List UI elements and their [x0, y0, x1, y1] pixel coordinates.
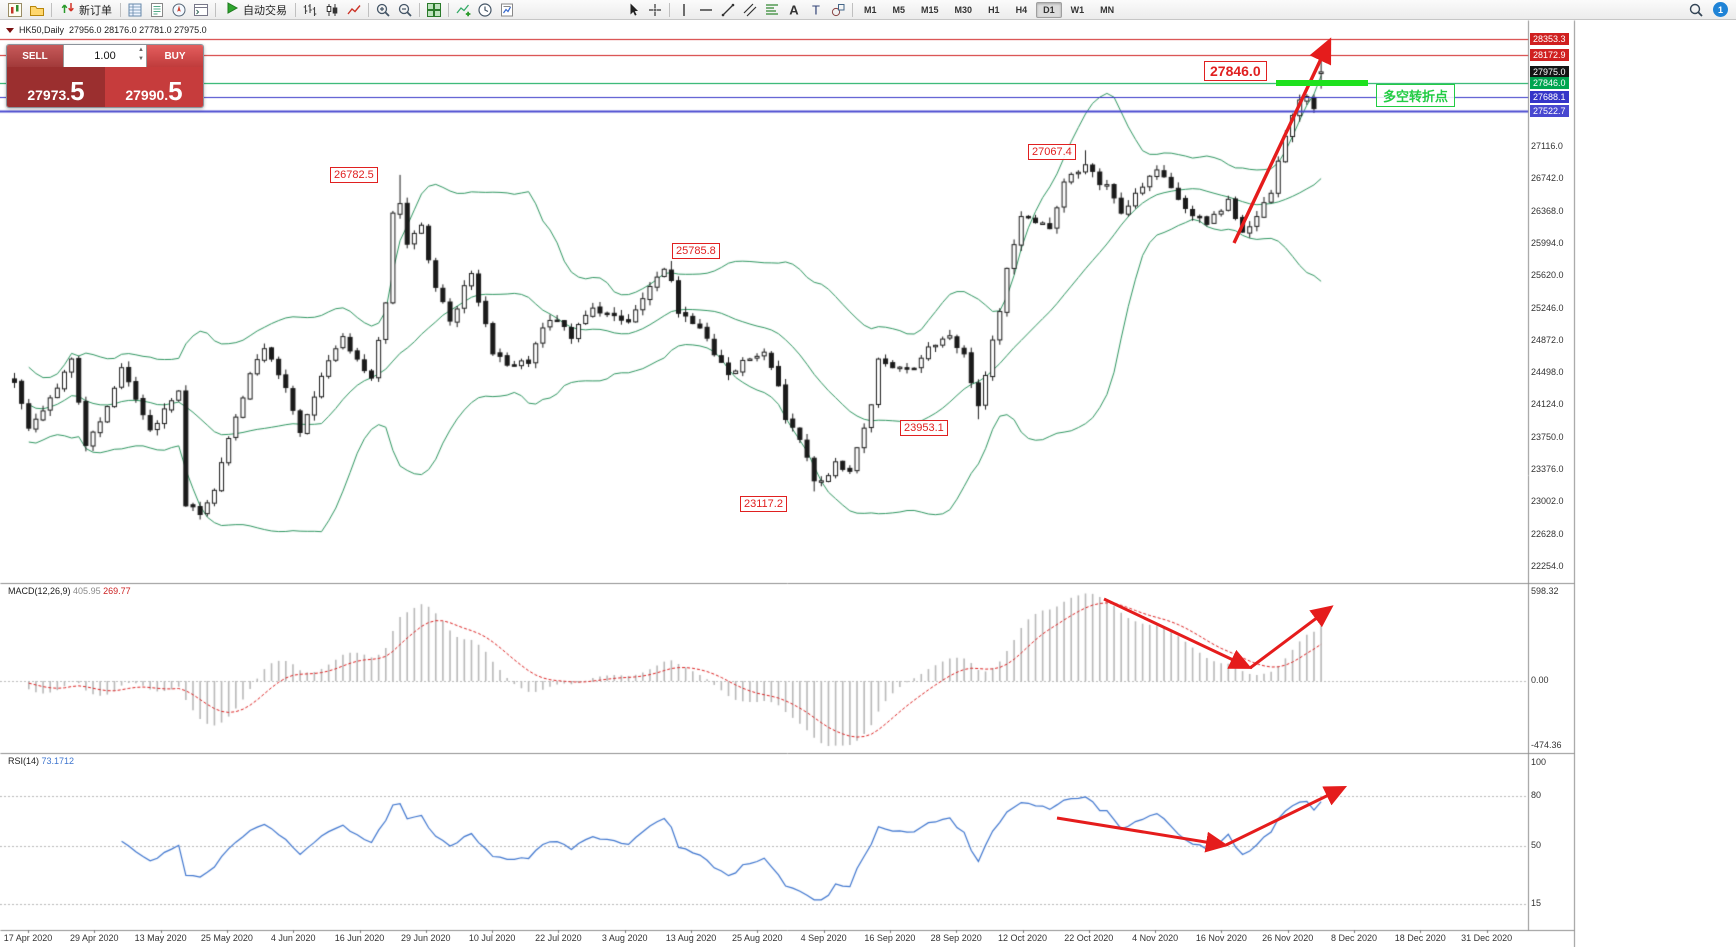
new-chart-icon[interactable]	[4, 1, 26, 19]
market-watch-icon[interactable]	[124, 1, 146, 19]
toolbar-separator	[295, 2, 296, 17]
chart-symbol-period: HK50,Daily	[19, 25, 65, 35]
notifications-badge[interactable]: 1	[1713, 2, 1728, 17]
label-icon[interactable]: T	[805, 1, 827, 19]
navigator-icon[interactable]	[168, 1, 190, 19]
macd-main-value: 405.95	[73, 586, 101, 596]
buy-price[interactable]: 27990. 5	[105, 67, 203, 107]
volume-spinner[interactable]: ▲ ▼	[138, 46, 144, 64]
toolbar-separator	[419, 2, 420, 17]
autotrading-button-label: 自动交易	[243, 4, 287, 17]
buy-price-big-digit: 5	[168, 76, 183, 106]
main-toolbar: 新订单 自动交易 A T M1 M5 M15 M30 H1 H4 D1 W1 MN 1	[0, 0, 1736, 20]
buy-button[interactable]: BUY	[147, 45, 203, 67]
bar-chart-icon[interactable]	[299, 1, 321, 19]
new-order-button[interactable]: 新订单	[55, 1, 117, 19]
sell-price[interactable]: 27973. 5	[7, 67, 105, 107]
timeframe-button-M30[interactable]: M30	[954, 4, 973, 15]
toolbar-separator	[448, 2, 449, 17]
toolbar-right-group: 1	[1685, 1, 1736, 19]
profiles-icon[interactable]	[26, 1, 48, 19]
buy-price-main: 27990.	[125, 87, 169, 103]
autotrading-button[interactable]: 自动交易	[219, 1, 292, 19]
data-window-icon[interactable]	[146, 1, 168, 19]
rsi-value: 73.1712	[41, 756, 75, 766]
line-chart-icon[interactable]	[343, 1, 365, 19]
chart-menu-icon[interactable]	[6, 27, 14, 33]
timeframe-button-M15[interactable]: M15	[921, 4, 939, 15]
timeframe-button-H1[interactable]: H1	[988, 4, 1000, 15]
zoom-out-icon[interactable]	[394, 1, 416, 19]
candlestick-chart-icon[interactable]	[321, 1, 343, 19]
periods-icon[interactable]	[474, 1, 496, 19]
toolbar-separator	[368, 2, 369, 17]
svg-text:T: T	[812, 2, 820, 17]
terminal-icon[interactable]	[190, 1, 212, 19]
toolbar-separator	[215, 2, 216, 17]
toolbar-separator	[51, 2, 52, 17]
zoom-in-icon[interactable]	[372, 1, 394, 19]
chart-ohlc: 27956.0 28176.0 27781.0 27975.0	[69, 25, 207, 35]
sell-button[interactable]: SELL	[7, 45, 63, 67]
rsi-name: RSI(14)	[8, 756, 40, 766]
new-order-button-label: 新订单	[79, 4, 112, 17]
autotrading-icon	[224, 0, 240, 19]
volume-value: 1.00	[94, 50, 116, 62]
sell-price-big-digit: 5	[70, 76, 85, 106]
timeframe-button-H4[interactable]: H4	[1015, 4, 1028, 15]
channel-icon[interactable]	[739, 1, 761, 19]
shapes-icon[interactable]	[827, 1, 849, 19]
timeframe-button-W1[interactable]: W1	[1070, 4, 1085, 15]
one-click-trading-panel: SELL 1.00 ▲ ▼ BUY 27973. 5 27990. 5	[6, 44, 204, 108]
macd-indicator-label: MACD(12,26,9) 405.95 269.77	[8, 586, 131, 596]
sell-price-main: 27973.	[27, 87, 71, 103]
rsi-indicator-label: RSI(14) 73.1712	[8, 756, 74, 766]
templates-icon[interactable]	[496, 1, 518, 19]
volume-input[interactable]: 1.00 ▲ ▼	[63, 45, 147, 67]
macd-signal-value: 269.77	[103, 586, 131, 596]
macd-name: MACD(12,26,9)	[8, 586, 71, 596]
vertical-line-icon[interactable]	[673, 1, 695, 19]
svg-text:A: A	[789, 2, 799, 17]
timeframe-button-M1[interactable]: M1	[864, 4, 877, 15]
spin-down-icon[interactable]: ▼	[138, 56, 144, 62]
trendline-icon[interactable]	[717, 1, 739, 19]
toolbar-separator	[669, 2, 670, 17]
cursor-icon[interactable]	[622, 1, 644, 19]
timeframe-button-M5[interactable]: M5	[892, 4, 906, 15]
timeframe-button-MN[interactable]: MN	[1100, 4, 1115, 15]
crosshair-icon[interactable]	[644, 1, 666, 19]
search-icon[interactable]	[1685, 1, 1707, 19]
fibonacci-icon[interactable]	[761, 1, 783, 19]
tile-windows-icon[interactable]	[423, 1, 445, 19]
toolbar-separator	[852, 2, 853, 17]
horizontal-line-icon[interactable]	[695, 1, 717, 19]
text-icon[interactable]: A	[783, 1, 805, 19]
indicators-icon[interactable]	[452, 1, 474, 19]
toolbar-separator	[120, 2, 121, 17]
chart-title: HK50,Daily 27956.0 28176.0 27781.0 27975…	[6, 25, 207, 35]
spin-up-icon[interactable]: ▲	[138, 47, 144, 53]
new-order-icon	[60, 0, 76, 19]
timeframe-button-D1[interactable]: D1	[1036, 1, 1062, 18]
